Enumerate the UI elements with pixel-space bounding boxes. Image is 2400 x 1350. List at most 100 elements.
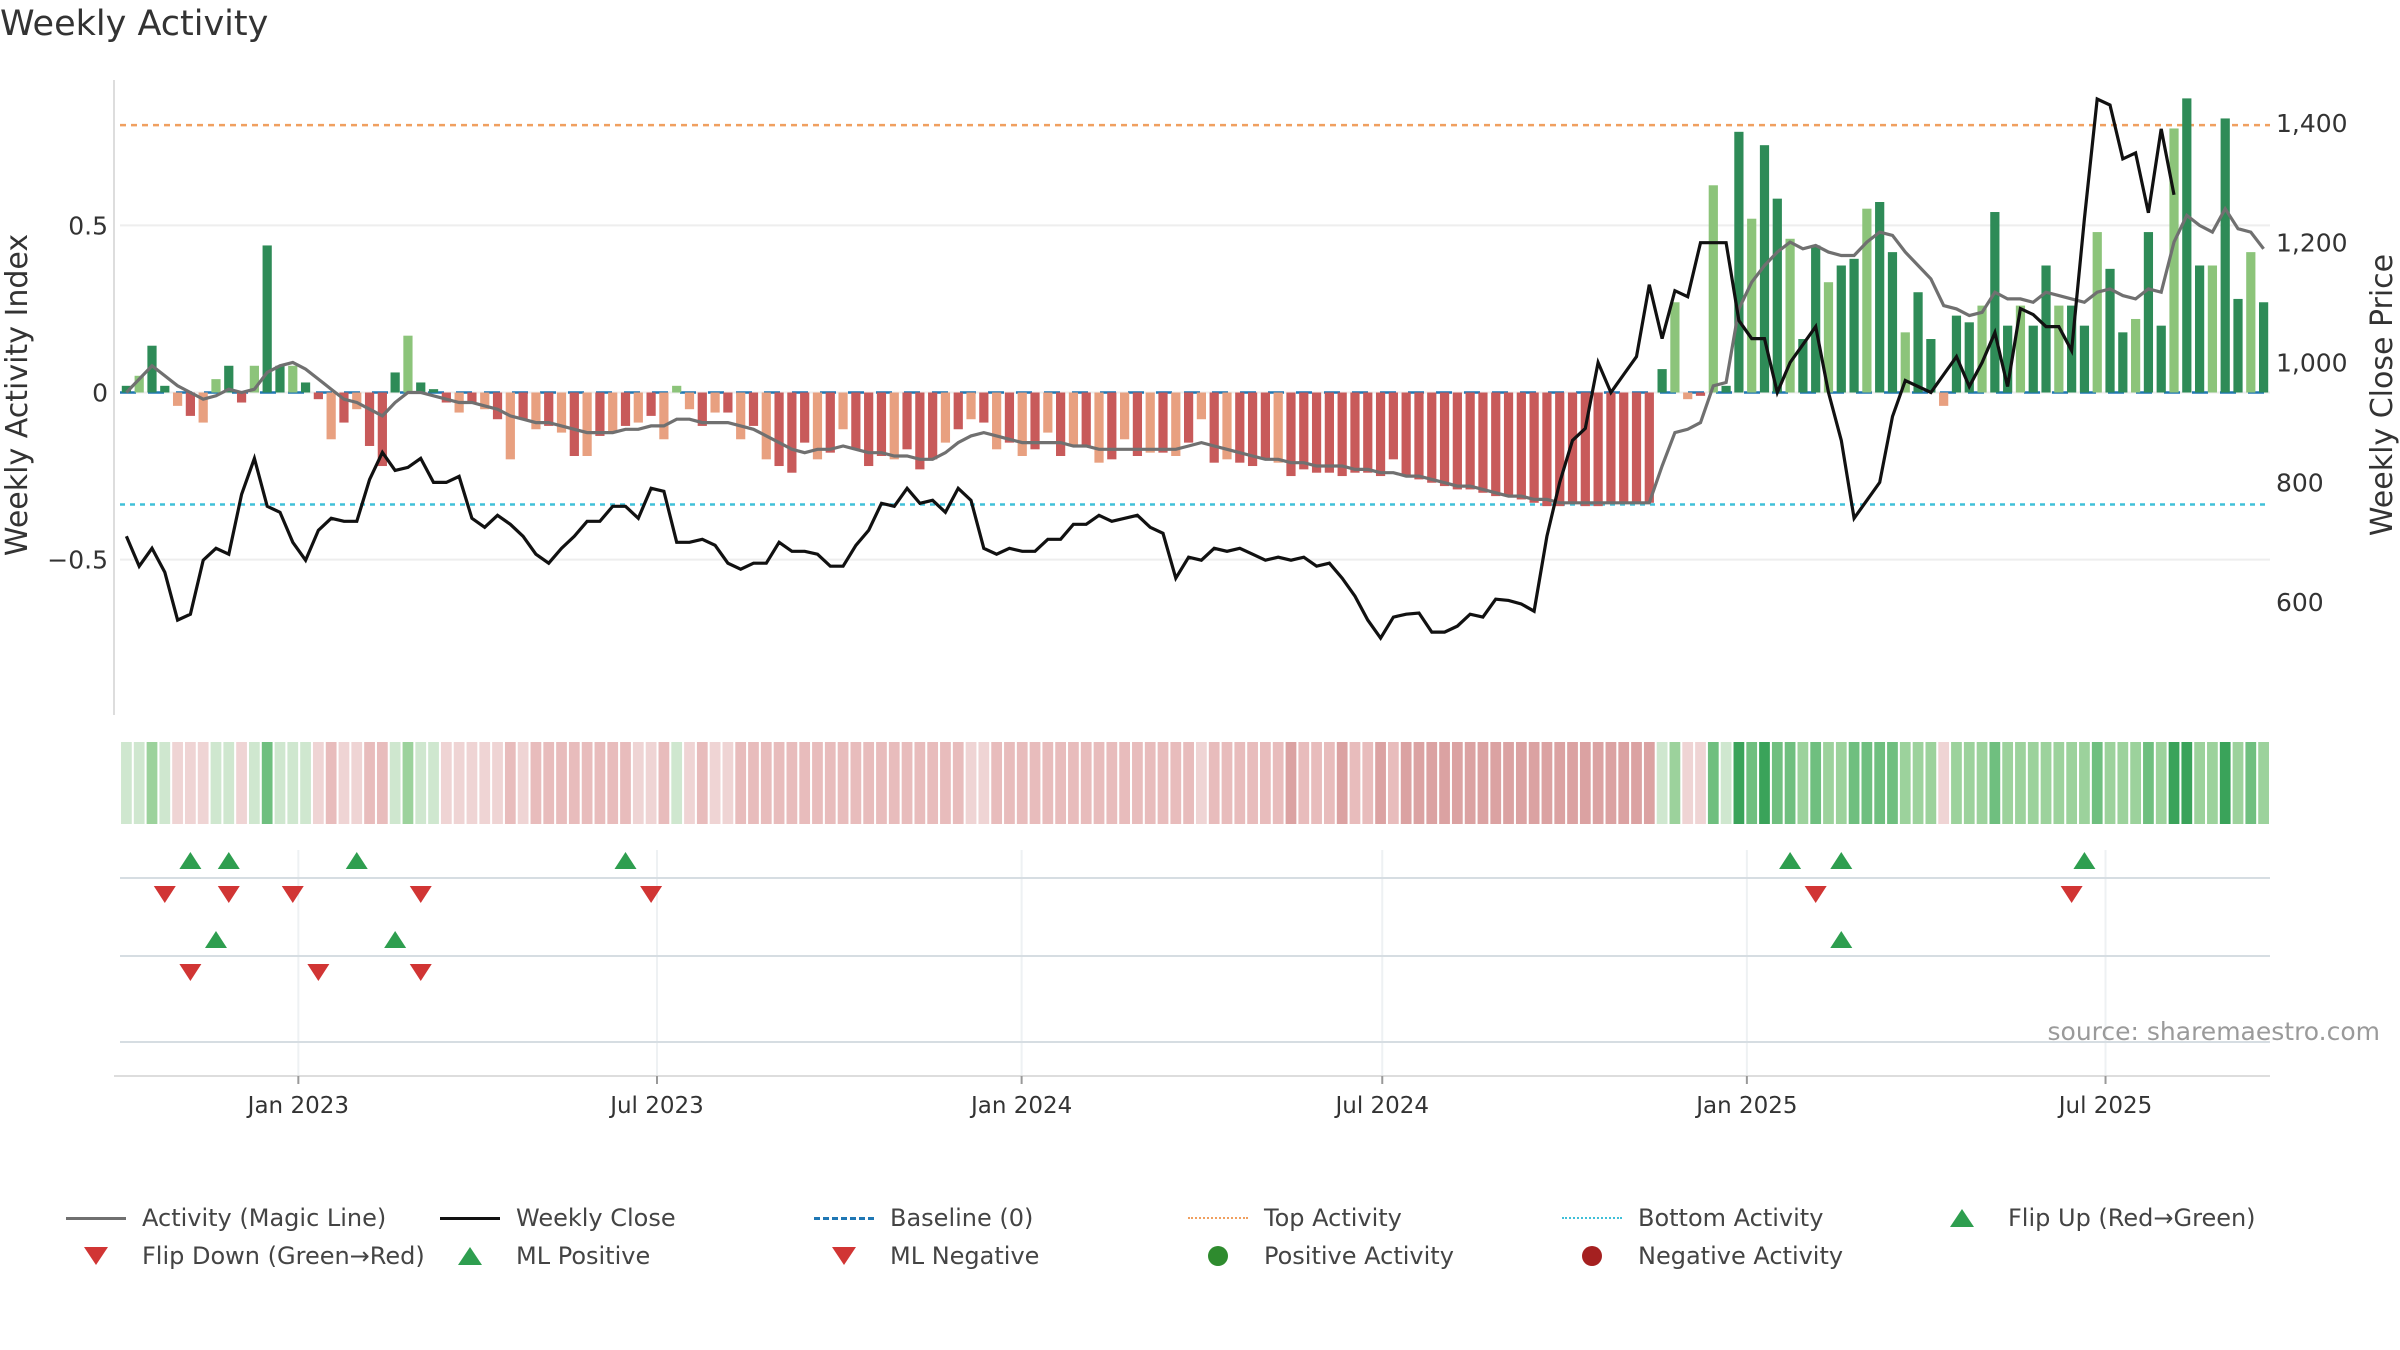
activity-bar (556, 392, 567, 433)
y2-tick-label: 1,400 (2276, 109, 2348, 138)
heat-cell (2130, 742, 2141, 824)
heat-cell (1720, 742, 1732, 824)
heat-cell (325, 742, 337, 824)
activity-bar (1593, 392, 1603, 507)
heat-cell (1426, 742, 1438, 824)
heat-cell (824, 742, 836, 824)
heat-cell (2219, 742, 2231, 824)
legend-symbol (812, 1238, 876, 1274)
flip-down-marker (153, 886, 176, 903)
activity-bar (1363, 392, 1373, 473)
heat-cell (236, 742, 247, 824)
heat-cell (1515, 742, 1527, 824)
flip-up-marker (179, 852, 202, 869)
heat-cell (1567, 742, 1578, 824)
activity-bar (966, 392, 976, 420)
activity-bar (1619, 392, 1629, 503)
heat-cell (876, 742, 887, 824)
ml-negative-marker (307, 964, 330, 981)
activity-bar (992, 392, 1002, 450)
activity-bar (1683, 392, 1693, 400)
legend-symbol (438, 1238, 502, 1274)
activity-bar (1900, 332, 1910, 393)
heat-cell (1247, 742, 1258, 824)
activity-bar (1337, 392, 1347, 477)
legend-item: Bottom Activity (1560, 1200, 1823, 1236)
activity-bar (2258, 302, 2269, 393)
heat-cell (1387, 742, 1399, 824)
flip-down-marker (281, 886, 304, 903)
activity-bar (851, 392, 861, 450)
y2-axis-label: Weekly Close Price (2365, 254, 2400, 536)
activity-bar (1849, 258, 1859, 393)
heat-cell (2168, 742, 2180, 824)
heat-cell (1682, 742, 1694, 824)
activity-bar (1171, 392, 1181, 456)
legend-item: Top Activity (1186, 1200, 1402, 1236)
activity-bar (1939, 392, 1949, 406)
activity-bar (659, 392, 669, 440)
activity-bar (1311, 392, 1322, 473)
heat-cell (1963, 742, 1975, 824)
heat-cell (748, 742, 759, 824)
activity-bar (262, 245, 272, 393)
heat-cell (1618, 742, 1630, 824)
activity-bar (326, 392, 336, 440)
heat-cell (1605, 742, 1617, 824)
legend-item: Weekly Close (438, 1200, 676, 1236)
activity-bar (1990, 212, 2000, 393)
activity-bar (1414, 392, 1424, 480)
heat-cell (453, 742, 465, 824)
legend-item: Flip Down (Green→Red) (64, 1238, 425, 1274)
activity-bar (608, 392, 618, 433)
activity-bar (1887, 252, 1898, 393)
activity-bar (1964, 322, 1974, 393)
activity-bar (288, 365, 298, 393)
activity-bar (1222, 392, 1232, 460)
ml-positive-marker (204, 931, 227, 948)
activity-bar (979, 392, 989, 423)
legend: Activity (Magic Line) Weekly Close Baselin… (66, 1200, 2400, 1290)
heat-cell (1541, 742, 1553, 824)
legend-item: ML Negative (812, 1238, 1039, 1274)
activity-bar (236, 392, 247, 403)
activity-heat-strip (121, 742, 2269, 824)
legend-label: Weekly Close (516, 1204, 676, 1232)
heat-cell (952, 742, 964, 824)
activity-bar (1823, 282, 1834, 393)
activity-bar (2041, 265, 2051, 393)
heat-cell (338, 742, 350, 824)
ml-negative-marker (409, 964, 432, 981)
heat-cell (1695, 742, 1706, 824)
heat-cell (1311, 742, 1322, 824)
heat-cell (249, 742, 260, 824)
flip-down-marker (409, 886, 432, 903)
legend-item: ML Positive (438, 1238, 650, 1274)
heat-cell (2104, 742, 2116, 824)
legend-item: Negative Activity (1560, 1238, 1843, 1274)
heat-cell (568, 742, 580, 824)
flip-up-marker (614, 852, 637, 869)
heat-cell (1004, 742, 1015, 824)
activity-bar (1107, 392, 1117, 460)
activity-bar (2233, 298, 2243, 393)
heat-cell (2155, 742, 2167, 824)
y-tick-label: 0 (92, 379, 108, 408)
activity-bar (1734, 131, 1744, 393)
heat-cell (684, 742, 695, 824)
heat-cell (1771, 742, 1783, 824)
activity-bar (876, 392, 887, 456)
legend-label: ML Positive (516, 1242, 651, 1270)
heat-cell (1848, 742, 1860, 824)
heat-cell (1746, 742, 1758, 824)
activity-bar (300, 382, 311, 393)
heat-cell (2091, 742, 2103, 824)
activity-bar (595, 392, 605, 436)
heat-cell (2232, 742, 2244, 824)
activity-bar (1708, 185, 1718, 393)
activity-bar (1030, 392, 1040, 450)
activity-bar (134, 375, 144, 393)
heat-cell (722, 742, 734, 824)
activity-bar (1004, 392, 1015, 443)
heat-cell (645, 742, 657, 824)
